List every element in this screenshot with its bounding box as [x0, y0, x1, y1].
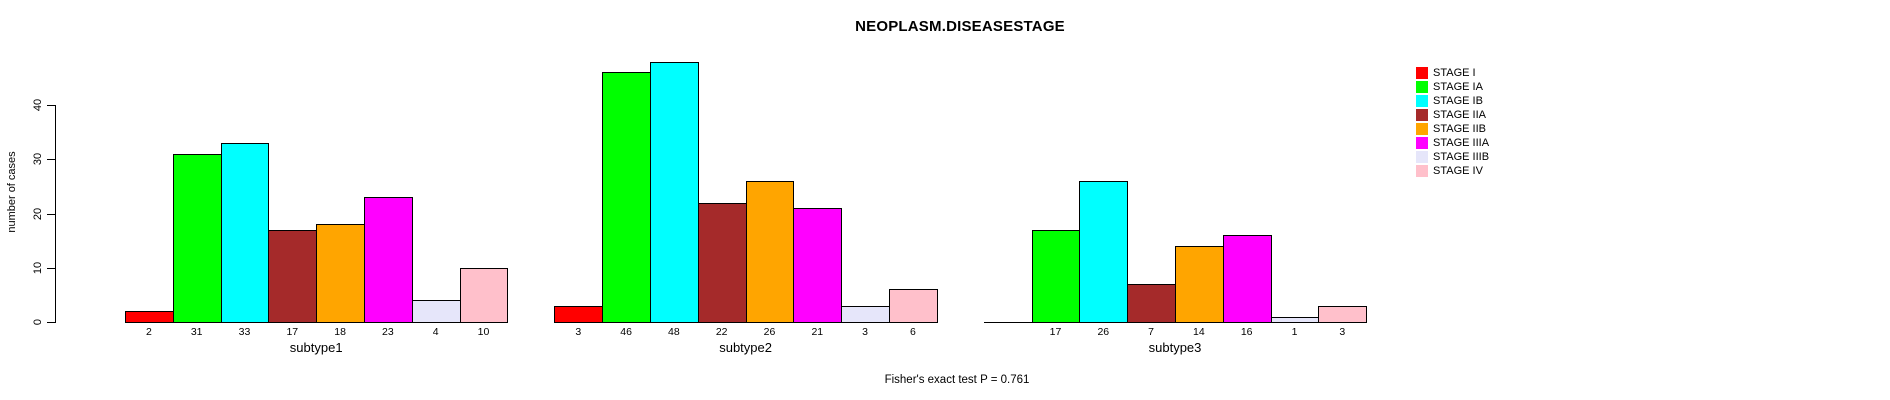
legend-swatch-stage-iv [1416, 165, 1428, 177]
legend-label: STAGE IIIA [1433, 137, 1490, 149]
legend-item-stage-iiib: STAGE IIIB [1416, 150, 1489, 164]
bar-stage-iv-subtype2 [889, 289, 938, 323]
legend-swatch-stage-iiia [1416, 137, 1428, 149]
bar-stage-iv-subtype1 [459, 267, 509, 323]
y-axis-tick [47, 105, 55, 106]
bar-value-label: 18 [334, 326, 346, 338]
bar-stage-ia-subtype1 [172, 153, 222, 323]
bar-value-label: 3 [575, 326, 582, 338]
y-axis-tick-label: 0 [32, 318, 44, 326]
footnote: Fisher's exact test P = 0.761 [884, 374, 1030, 386]
bar-stage-iib-subtype1 [316, 224, 365, 323]
legend-label: STAGE IA [1433, 81, 1483, 93]
bar-stage-ib-subtype1 [220, 142, 270, 323]
bar-value-label: 17 [1049, 326, 1062, 338]
legend-swatch-stage-ib [1416, 95, 1428, 107]
bar-value-label: 6 [909, 326, 916, 338]
bar-value-label: 26 [763, 326, 776, 338]
bar-stage-ia-subtype3 [1031, 229, 1081, 323]
bar-value-label: 2 [145, 326, 152, 338]
bar-value-label: 16 [1240, 326, 1253, 338]
bar-stage-iia-subtype1 [268, 229, 318, 323]
bar-stage-i-subtype1 [125, 311, 174, 323]
y-axis-tick [47, 159, 55, 161]
bar-stage-ia-subtype2 [602, 72, 651, 323]
bar-value-label: 17 [286, 326, 299, 338]
legend-item-stage-i: STAGE I [1416, 66, 1489, 80]
y-axis-label: number of cases [6, 151, 18, 233]
bar-value-label: 1 [1291, 326, 1298, 338]
legend-item-stage-iib: STAGE IIB [1416, 122, 1489, 136]
bar-value-label: 31 [190, 326, 203, 338]
bar-stage-iib-subtype2 [745, 180, 795, 323]
legend-label: STAGE IIB [1433, 123, 1486, 135]
bar-stage-iia-subtype2 [697, 202, 747, 323]
bar-value-label: 48 [668, 326, 680, 338]
bar-stage-iiib-subtype1 [411, 300, 461, 323]
category-label: subtype3 [1148, 340, 1202, 355]
bar-value-label: 46 [620, 326, 632, 338]
y-axis-tick-label: 40 [32, 98, 44, 112]
legend-item-stage-iv: STAGE IV [1416, 164, 1489, 178]
category-label: subtype2 [719, 340, 772, 355]
bar-value-label: 7 [1148, 326, 1155, 338]
legend-label: STAGE IB [1433, 95, 1483, 107]
bar-stage-ib-subtype2 [650, 61, 699, 323]
legend-item-stage-iia: STAGE IIA [1416, 108, 1489, 122]
legend-label: STAGE IIIB [1433, 151, 1490, 163]
legend-swatch-stage-iib [1416, 123, 1428, 135]
bar-value-label: 14 [1193, 326, 1205, 338]
legend-item-stage-iiia: STAGE IIIA [1416, 136, 1489, 150]
y-axis-tick-label: 20 [32, 207, 44, 220]
y-axis-tick-label: 30 [32, 153, 44, 166]
bar-stage-iv-subtype3 [1318, 305, 1368, 323]
y-axis-tick [47, 267, 55, 269]
bar-stage-iia-subtype3 [1127, 284, 1176, 323]
bar-stage-iiib-subtype3 [1270, 316, 1320, 323]
bar-value-label: 21 [811, 326, 824, 338]
bar-value-label: 22 [715, 326, 728, 338]
bar-stage-iiia-subtype1 [364, 197, 413, 323]
y-axis-tick [47, 213, 55, 215]
legend-swatch-stage-i [1416, 67, 1428, 79]
bar-stage-i-subtype2 [554, 305, 604, 323]
bar-value-label: 23 [382, 326, 394, 338]
legend-swatch-stage-ia [1416, 81, 1428, 93]
chart-title: NEOPLASM.DISEASESTAGE [855, 18, 1065, 35]
bar-stage-iiib-subtype2 [841, 305, 890, 323]
legend-label: STAGE IV [1433, 165, 1483, 177]
bar-stage-iiia-subtype3 [1222, 235, 1272, 323]
legend-swatch-stage-iia [1416, 109, 1428, 121]
y-axis-tick-label: 10 [32, 261, 44, 274]
bar-value-label: 33 [238, 326, 251, 338]
legend-label: STAGE I [1433, 67, 1476, 79]
legend-label: STAGE IIA [1433, 109, 1486, 121]
bar-stage-iib-subtype3 [1175, 246, 1224, 323]
bar-value-label: 26 [1097, 326, 1110, 338]
y-axis-tick [47, 322, 55, 323]
bar-stage-ib-subtype3 [1079, 180, 1129, 323]
bar-value-label: 3 [1339, 326, 1346, 338]
legend-item-stage-ib: STAGE IB [1416, 94, 1489, 108]
bar-value-label: 4 [432, 326, 439, 338]
legend: STAGE I STAGE IA STAGE IB STAGE IIA STAGE II… [1416, 66, 1489, 178]
bar-value-label: 3 [862, 326, 869, 338]
bar-value-label: 10 [477, 326, 490, 338]
y-axis-line [55, 105, 56, 323]
bar-stage-iiia-subtype2 [793, 208, 843, 323]
category-label: subtype1 [289, 340, 343, 355]
legend-item-stage-ia: STAGE IA [1416, 80, 1489, 94]
legend-swatch-stage-iiib [1416, 151, 1428, 163]
